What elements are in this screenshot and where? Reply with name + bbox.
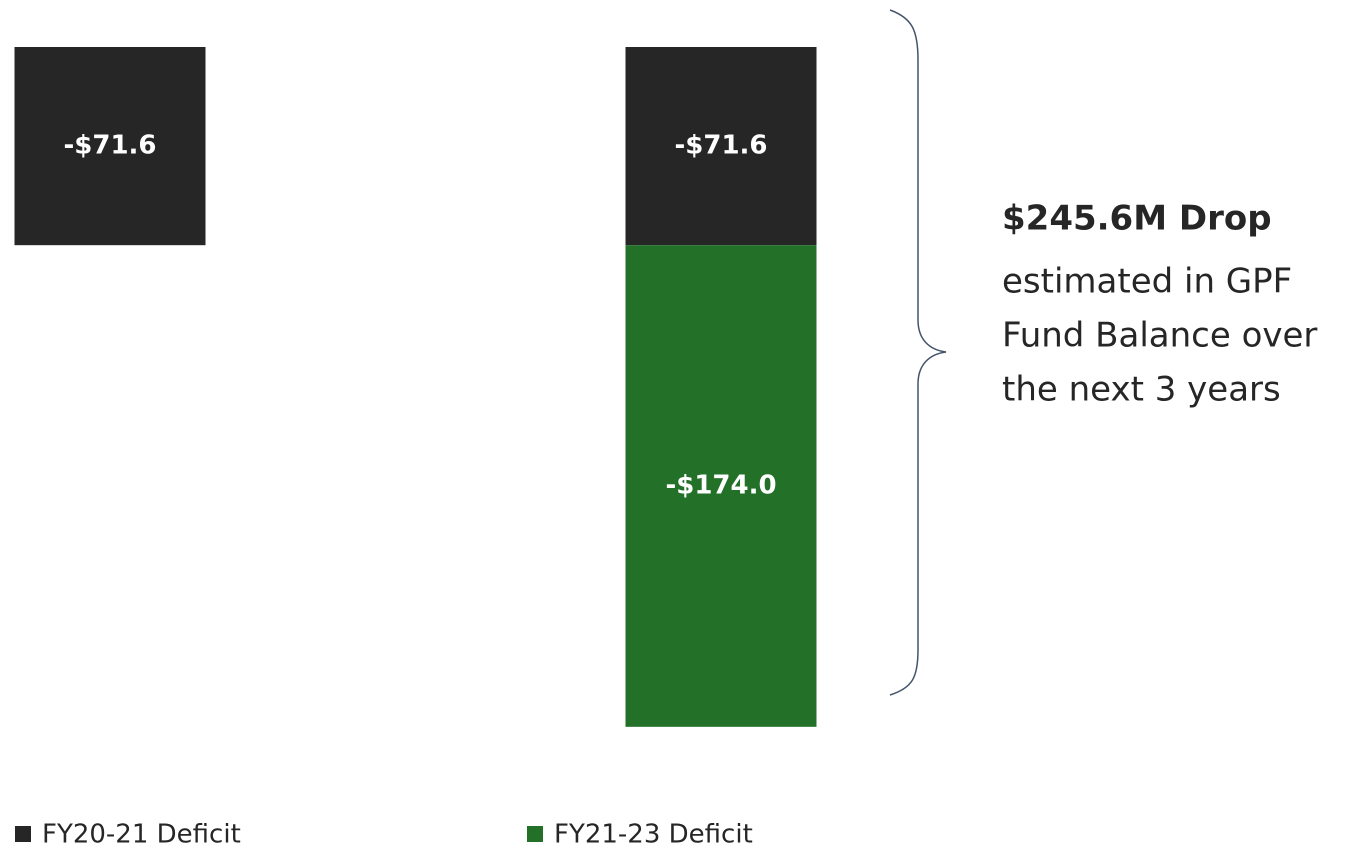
annotation-title: $245.6M Drop: [1002, 199, 1272, 239]
bar-segment: [625, 47, 817, 246]
legend-swatch: [527, 826, 543, 842]
legend-label: FY20-21 Deficit: [42, 820, 241, 850]
brace: [889, 9, 947, 696]
data-label: -$174.0: [665, 471, 776, 501]
data-label: -$71.6: [674, 131, 767, 161]
bar-segment: [14, 47, 206, 246]
bar-segment: [625, 245, 817, 727]
annotation-line: the next 3 years: [1002, 370, 1281, 410]
annotation-line: Fund Balance over: [1002, 316, 1317, 356]
legend-label: FY21-23 Deficit: [554, 820, 753, 850]
annotation-line: estimated in GPF: [1002, 262, 1292, 302]
data-label: -$71.6: [63, 131, 156, 161]
legend-swatch: [15, 826, 31, 842]
